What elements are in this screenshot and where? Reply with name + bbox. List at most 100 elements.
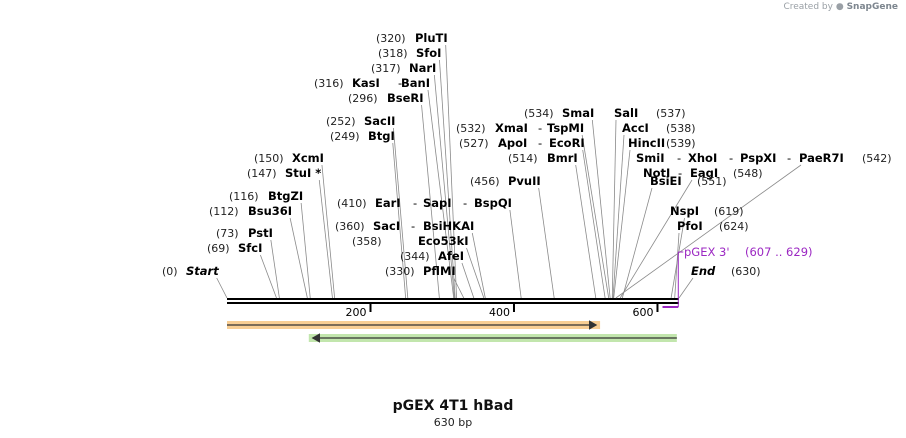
- leader-line: [621, 187, 653, 299]
- leader-line: [466, 247, 485, 299]
- enzyme-smai[interactable]: SmaI: [562, 106, 594, 120]
- leader-line: [581, 134, 610, 299]
- enzyme-ecori[interactable]: EcoRI: [549, 136, 585, 150]
- enzyme-bani[interactable]: BanI: [401, 76, 430, 90]
- leader-line: [612, 134, 625, 299]
- cut-position: (548): [733, 167, 763, 180]
- separator: -: [787, 151, 791, 165]
- enzyme-eagi[interactable]: EagI: [690, 166, 718, 180]
- separator: -: [678, 166, 682, 180]
- enzyme-eari[interactable]: EarI: [375, 196, 401, 210]
- enzyme-bseri[interactable]: BseRI: [387, 91, 424, 105]
- enzyme-noti[interactable]: NotI: [643, 166, 670, 180]
- leader-line: [318, 179, 333, 299]
- cut-position: (320): [376, 32, 406, 45]
- cut-position: (630): [731, 265, 761, 278]
- enzyme-stui[interactable]: StuI *: [285, 166, 321, 180]
- enzyme-pvuii[interactable]: PvuII: [508, 174, 541, 188]
- enzyme-apoi[interactable]: ApoI: [498, 136, 527, 150]
- enzyme-bspqi[interactable]: BspQI: [474, 196, 512, 210]
- leader-line: [439, 59, 456, 299]
- enzyme-pflmi[interactable]: PflMI: [423, 264, 456, 278]
- enzyme-xcmi[interactable]: XcmI: [292, 151, 324, 165]
- cut-position: (150): [254, 152, 284, 165]
- cut-position: (551): [697, 175, 727, 188]
- leader-line: [461, 262, 475, 299]
- enzyme-eco53ki[interactable]: Eco53kI: [418, 234, 469, 248]
- separator: -: [538, 136, 542, 150]
- leader-line: [392, 142, 407, 299]
- enzyme-sapi[interactable]: SapI: [423, 196, 452, 210]
- enzyme-psti[interactable]: PstI: [248, 226, 273, 240]
- enzyme-xmai[interactable]: XmaI: [495, 121, 528, 135]
- primer-range: (607 .. 629): [745, 245, 813, 259]
- enzyme-pspxi[interactable]: PspXI: [740, 151, 776, 165]
- enzyme-start[interactable]: Start: [186, 264, 219, 278]
- enzyme-bsihkai[interactable]: BsiHKAI: [423, 219, 474, 233]
- snapgene-logo-icon: ●: [835, 2, 844, 12]
- ruler: 200 400 600: [227, 298, 679, 319]
- cut-position: (0): [162, 265, 178, 278]
- enzyme-bmri[interactable]: BmrI: [547, 151, 578, 165]
- enzyme-smii[interactable]: SmiI: [636, 151, 665, 165]
- enzyme-tspmi[interactable]: TspMI: [547, 121, 584, 135]
- primer-name[interactable]: pGEX 3': [684, 245, 730, 259]
- leader-line: [427, 89, 455, 299]
- cut-position: (532): [456, 122, 486, 135]
- separator: -: [729, 151, 733, 165]
- leader-line: [674, 232, 680, 299]
- cut-position: (410): [337, 197, 367, 210]
- enzyme-acci[interactable]: AccI: [622, 121, 649, 135]
- leader-line: [615, 164, 802, 299]
- cut-position: (360): [335, 220, 365, 233]
- enzyme-bsu36i[interactable]: Bsu36I: [248, 204, 292, 218]
- ruler-tick-label: 600: [632, 306, 653, 319]
- separator: -: [413, 196, 417, 210]
- cut-position: (542): [862, 152, 892, 165]
- leader-line: [538, 187, 555, 299]
- enzyme-end[interactable]: End: [691, 264, 716, 278]
- enzyme-sfoi[interactable]: SfoI: [416, 46, 441, 60]
- leader-line: [260, 254, 277, 299]
- enzyme-leader-lines: [216, 44, 802, 299]
- separator: -: [463, 196, 467, 210]
- snapgene-credit: Created by ● SnapGene: [783, 2, 898, 12]
- enzyme-hincii[interactable]: HincII: [628, 136, 665, 150]
- enzyme-btgi[interactable]: BtgI: [368, 129, 395, 143]
- primer-annotation: pGEX 3' (607 .. 629): [662, 245, 813, 308]
- cut-position: (539): [666, 137, 696, 150]
- leader-line: [611, 119, 617, 299]
- cut-position: (624): [719, 220, 749, 233]
- cut-position: (344): [400, 250, 430, 263]
- enzyme-pluti[interactable]: PluTI: [415, 31, 448, 45]
- cut-position: (147): [247, 167, 277, 180]
- enzyme-btgzi[interactable]: BtgZI: [268, 189, 303, 203]
- cut-position: (456): [470, 175, 500, 188]
- enzyme-pfoi[interactable]: PfoI: [677, 219, 703, 233]
- enzyme-nspi[interactable]: NspI: [670, 204, 699, 218]
- credit-prefix: Created by: [783, 2, 833, 12]
- enzyme-sali[interactable]: SalI: [614, 106, 638, 120]
- ruler-tick-label: 400: [489, 306, 510, 319]
- leader-line: [300, 202, 311, 299]
- cut-position: (330): [385, 265, 415, 278]
- enzyme-bsiei[interactable]: BsiEI: [650, 174, 682, 188]
- leader-line: [582, 149, 606, 299]
- feature-track: [227, 320, 677, 343]
- enzyme-sfci[interactable]: SfcI: [238, 241, 262, 255]
- leader-line: [421, 104, 440, 299]
- cut-position: (252): [326, 115, 356, 128]
- enzyme-sacii[interactable]: SacII: [364, 114, 395, 128]
- cut-position: (317): [371, 62, 401, 75]
- enzyme-saci[interactable]: SacI: [373, 219, 400, 233]
- enzyme-kasi[interactable]: KasI: [352, 76, 380, 90]
- enzyme-labels: (320) PluTI(318) SfoI(317) NarI(316) KasI -Ba…: [162, 31, 892, 278]
- enzyme-nari[interactable]: NarI: [409, 61, 436, 75]
- leader-line: [445, 44, 457, 299]
- enzyme-paer7i[interactable]: PaeR7I: [799, 151, 844, 165]
- enzyme-xhoi[interactable]: XhoI: [688, 151, 717, 165]
- enzyme-afei[interactable]: AfeI: [438, 249, 464, 263]
- separator: -: [538, 121, 542, 135]
- cut-position: (534): [524, 107, 554, 120]
